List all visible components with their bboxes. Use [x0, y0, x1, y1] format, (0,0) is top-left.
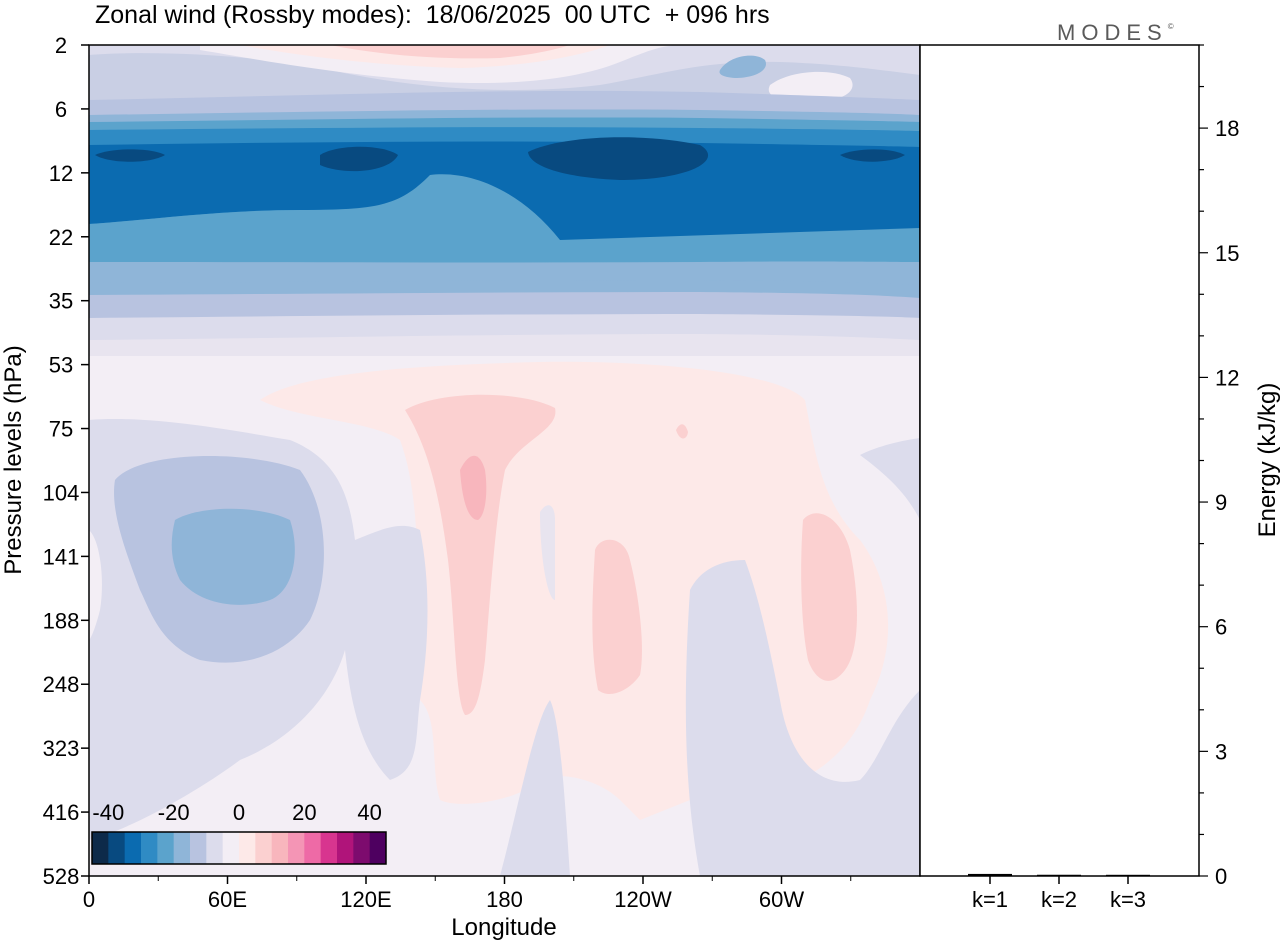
energy-bar: [968, 873, 1012, 876]
y-tick-label: 12: [49, 161, 73, 186]
y-axis-title: Pressure levels (hPa): [0, 345, 27, 574]
energy-tick-label: 15: [1215, 241, 1239, 266]
energy-bar: [1037, 874, 1081, 876]
longitude-axis: 0 60E 120E 180 120W 60W: [83, 876, 852, 912]
colorbar-label: -40: [92, 800, 124, 825]
y-tick-label: 35: [49, 289, 73, 314]
x-tick-label: 120W: [614, 887, 672, 912]
colorbar-label: -20: [158, 800, 190, 825]
colorbar-swatch: [337, 832, 354, 864]
colorbar-frame: [91, 831, 387, 865]
x-tick-label: 180: [486, 887, 523, 912]
y-tick-label: 416: [43, 800, 80, 825]
colorbar-swatch: [92, 832, 109, 864]
colorbar-swatch: [353, 832, 371, 864]
y-tick-label: 528: [43, 864, 80, 889]
colorbar-swatch: [239, 832, 256, 864]
modes-logo: MODES©: [1057, 20, 1174, 45]
y-tick-label: 22: [49, 225, 73, 250]
colorbar: -40 -20 0 20 40: [91, 800, 387, 865]
energy-tick-label: 9: [1215, 490, 1227, 515]
colorbar-label: 40: [357, 800, 381, 825]
energy-tick-label: 3: [1215, 739, 1227, 764]
colorbar-swatch: [173, 832, 191, 864]
colorbar-swatch: [157, 832, 175, 864]
y-tick-label: 141: [43, 544, 80, 569]
contour-field: [89, 45, 920, 876]
colorbar-swatch: [206, 832, 224, 864]
y-tick-label: 323: [43, 736, 80, 761]
pressure-axis: 2 6 12 22 35 53 75 104 141 188 248 323 416 528: [43, 33, 89, 889]
y-tick-label: 75: [49, 417, 73, 442]
energy-tick-label: 0: [1215, 864, 1227, 889]
y-tick-label: 248: [43, 672, 80, 697]
colorbar-swatch: [190, 832, 207, 864]
y-tick-label: 2: [55, 33, 67, 58]
colorbar-swatch: [304, 832, 322, 864]
energy-category-label: k=3: [1110, 887, 1146, 912]
y-tick-label: 6: [55, 97, 67, 122]
colorbar-label: 0: [233, 800, 245, 825]
energy-tick-label: 18: [1215, 116, 1239, 141]
x-tick-label: 0: [83, 887, 95, 912]
colorbar-swatch: [271, 832, 289, 864]
y-tick-label: 104: [43, 480, 80, 505]
colorbar-label: 20: [292, 800, 316, 825]
chart-title: Zonal wind (Rossby modes): 18/06/2025 00…: [95, 1, 770, 29]
energy-axis: 0 3 6 9 12 15 18: [1199, 44, 1239, 889]
energy-category-label: k=1: [972, 887, 1008, 912]
energy-axis-title: Energy (kJ/kg): [1254, 383, 1280, 538]
energy-bars: k=1 k=2 k=3: [968, 873, 1150, 912]
energy-tick-label: 12: [1215, 365, 1239, 390]
x-tick-label: 120E: [340, 887, 391, 912]
colorbar-swatch: [108, 832, 126, 864]
energy-tick-label: 6: [1215, 615, 1227, 640]
colorbar-swatch: [255, 832, 273, 864]
x-tick-label: 60E: [208, 887, 247, 912]
colorbar-swatch: [369, 832, 387, 864]
x-tick-label: 60W: [759, 887, 804, 912]
x-axis-title: Longitude: [451, 914, 556, 941]
energy-bar: [1106, 874, 1150, 876]
colorbar-swatch: [288, 832, 305, 864]
colorbar-swatch: [320, 832, 338, 864]
y-tick-label: 188: [43, 608, 80, 633]
colorbar-swatch: [141, 832, 158, 864]
colorbar-swatch: [124, 832, 142, 864]
energy-category-label: k=2: [1041, 887, 1077, 912]
y-tick-label: 53: [49, 353, 73, 378]
colorbar-swatch: [222, 832, 240, 864]
energy-frame: [919, 44, 1200, 877]
